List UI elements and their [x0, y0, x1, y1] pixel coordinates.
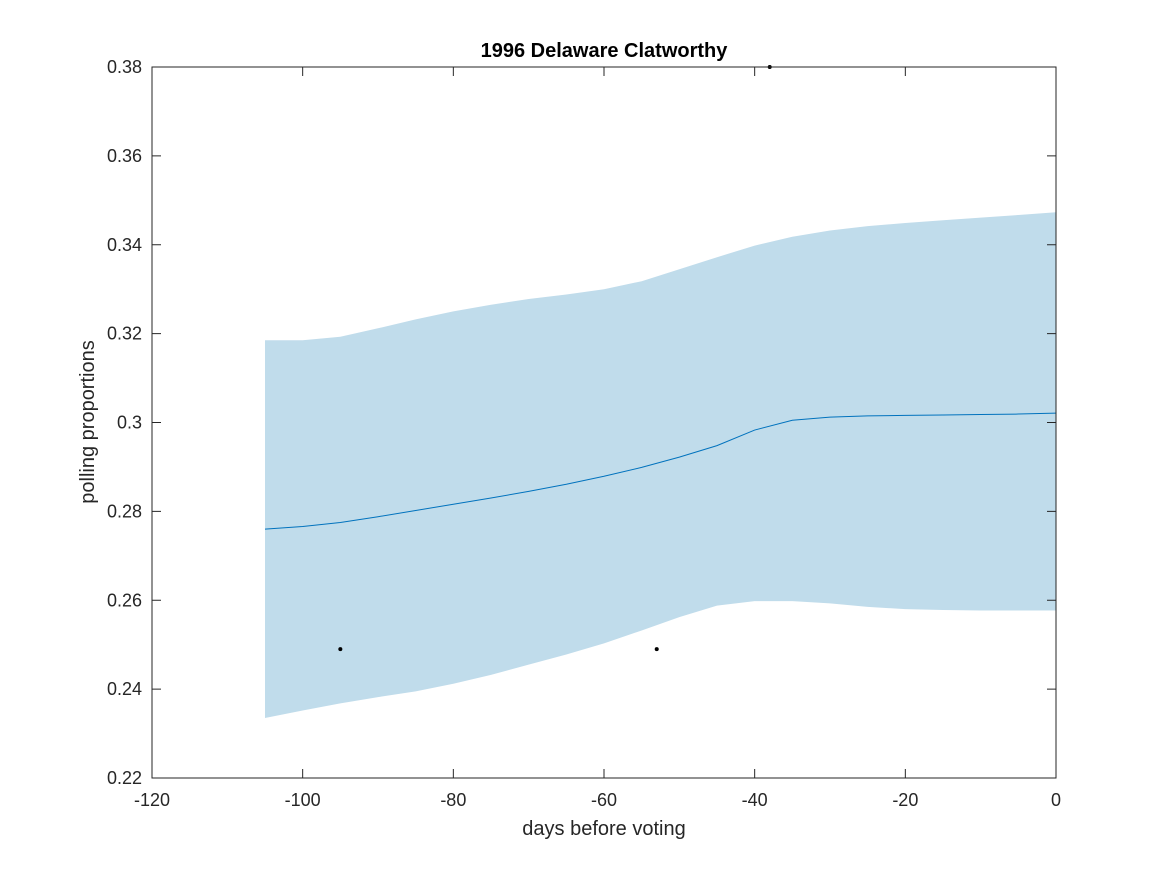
x-tick-label: 0	[1051, 790, 1061, 810]
x-tick-label: -60	[591, 790, 617, 810]
y-tick-label: 0.28	[107, 501, 142, 521]
y-tick-label: 0.36	[107, 146, 142, 166]
x-tick-label: -120	[134, 790, 170, 810]
y-tick-label: 0.34	[107, 235, 142, 255]
x-axis-label: days before voting	[522, 818, 685, 840]
y-axis-label: polling proportions	[77, 340, 99, 503]
data-point	[654, 647, 659, 652]
data-point	[338, 647, 343, 652]
x-tick-label: -100	[285, 790, 321, 810]
x-tick-label: -20	[892, 790, 918, 810]
y-tick-label: 0.26	[107, 590, 142, 610]
y-tick-label: 0.24	[107, 679, 142, 699]
tick-labels: -120 -100 -80 -60 -40 -20 0 0.22 0.24 0.26 0.28 0.3…	[107, 57, 1061, 810]
y-tick-label: 0.38	[107, 57, 142, 77]
trend-line	[264, 412, 1057, 530]
plot-area	[264, 65, 1057, 719]
y-tick-label: 0.22	[107, 768, 142, 788]
y-tick-label: 0.32	[107, 324, 142, 344]
chart-title: 1996 Delaware Clatworthy	[481, 40, 729, 62]
axes	[151, 66, 1057, 779]
x-tick-label: -40	[742, 790, 768, 810]
confidence-band	[265, 212, 1056, 719]
x-tick-label: -80	[440, 790, 466, 810]
y-tick-label: 0.3	[117, 413, 142, 433]
